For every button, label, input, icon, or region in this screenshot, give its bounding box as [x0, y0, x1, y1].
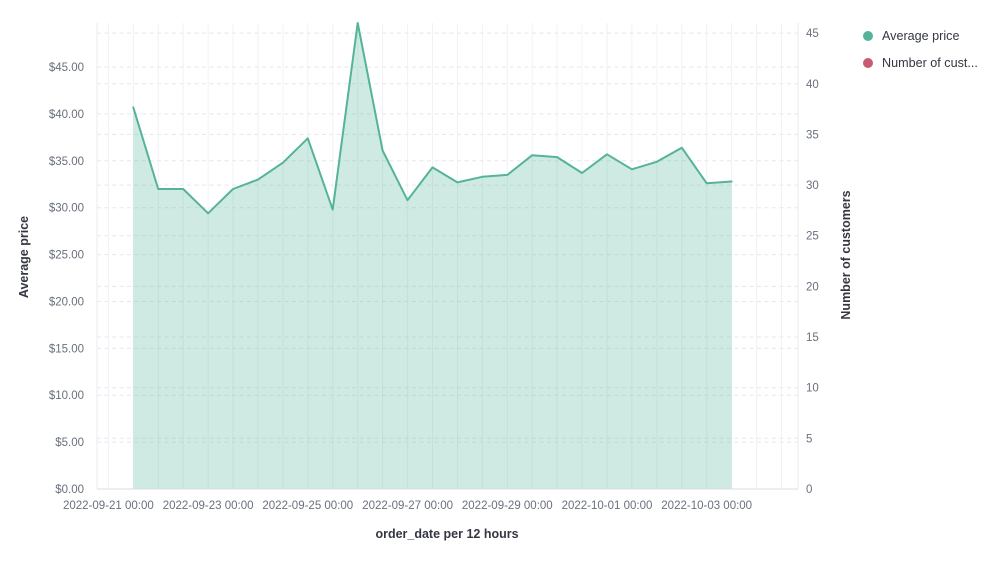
x-tick-label: 2022-09-29 00:00 — [462, 500, 553, 512]
average-price-line — [132, 22, 733, 215]
x-tick-label: 2022-09-25 00:00 — [262, 500, 353, 512]
y-left-tick-label: $10.00 — [49, 390, 84, 402]
y-left-tick-label: $20.00 — [49, 297, 84, 309]
legend-dot-average-price — [863, 30, 873, 41]
y-left-tick-label: $15.00 — [49, 343, 84, 355]
x-axis-title: order_date per 12 hours — [375, 527, 518, 541]
y-axis-left-title: Average price — [17, 216, 31, 298]
y-right-tick-label: 35 — [806, 129, 819, 141]
y-axis-right-title: Number of customers — [839, 190, 853, 319]
legend-item-average-price[interactable]: Average price — [863, 22, 978, 49]
y-right-tick-label: 0 — [806, 484, 812, 496]
legend-label-number-of-customers: Number of cust... — [882, 55, 978, 70]
y-left-tick-label: $25.00 — [49, 250, 84, 262]
y-left-tick-label: $45.00 — [49, 62, 84, 74]
y-left-tick-label: $35.00 — [49, 156, 84, 168]
y-right-tick-label: 25 — [806, 231, 819, 243]
legend-item-number-of-customers[interactable]: Number of cust... — [863, 49, 978, 76]
x-tick-label: 2022-10-03 00:00 — [661, 500, 752, 512]
legend-label-average-price: Average price — [882, 28, 960, 43]
y-right-tick-label: 20 — [806, 281, 819, 293]
y-right-tick-label: 10 — [806, 383, 819, 395]
y-right-tick-label: 40 — [806, 79, 819, 91]
y-left-tick-label: $5.00 — [55, 437, 84, 449]
average-price-area — [133, 23, 732, 489]
y-left-tick-label: $0.00 — [55, 484, 84, 496]
chart-legend: Average price Number of cust... — [863, 22, 978, 76]
x-tick-label: 2022-09-27 00:00 — [362, 500, 453, 512]
x-tick-label: 2022-09-23 00:00 — [163, 500, 254, 512]
y-right-tick-label: 15 — [806, 332, 819, 344]
x-tick-label: 2022-09-21 00:00 — [63, 500, 154, 512]
y-right-tick-label: 30 — [806, 180, 819, 192]
y-right-tick-label: 45 — [806, 28, 819, 40]
chart-plot-area[interactable]: $0.00 $5.00 $10.00 $15.00 $20.00 $25.00 $30.00… — [49, 22, 819, 512]
x-tick-label: 2022-10-01 00:00 — [562, 500, 653, 512]
y-left-tick-label: $30.00 — [49, 203, 84, 215]
legend-dot-number-of-customers — [863, 57, 873, 68]
y-left-tick-label: $40.00 — [49, 109, 84, 121]
y-right-tick-label: 5 — [806, 433, 812, 445]
